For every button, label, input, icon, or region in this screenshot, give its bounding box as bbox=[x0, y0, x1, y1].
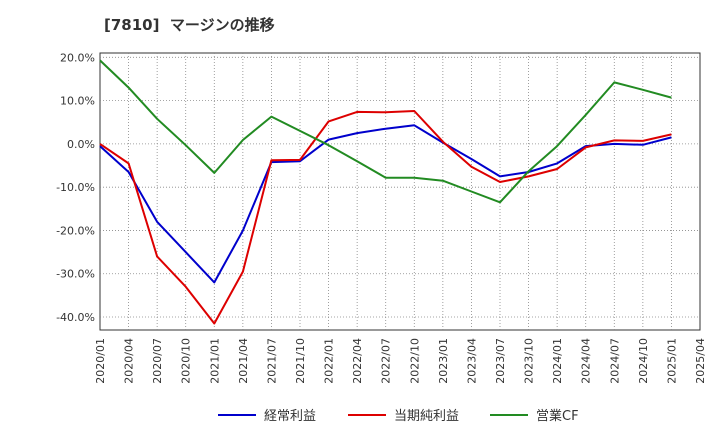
x-tick-label: 2024/01 bbox=[551, 338, 564, 384]
y-axis-tick-labels: 20.0% 10.0% 0.0% -10.0% -20.0% -30.0% -40.0% bbox=[56, 51, 95, 324]
legend-label: 営業CF bbox=[536, 408, 579, 424]
x-tick-label: 2021/01 bbox=[208, 338, 221, 384]
x-tick-label: 2022/01 bbox=[323, 338, 336, 384]
x-tick-label: 2021/07 bbox=[265, 338, 278, 384]
x-tick-label: 2023/04 bbox=[465, 338, 478, 384]
x-tick-label: 2023/07 bbox=[494, 338, 507, 384]
x-tick-label: 2025/04 bbox=[694, 338, 707, 384]
chart-title: [7810] マージンの推移 bbox=[104, 16, 275, 34]
x-tick-label: 2024/07 bbox=[608, 338, 621, 384]
series-line bbox=[99, 110, 672, 325]
x-tick-label: 2020/07 bbox=[151, 338, 164, 384]
x-tick-label: 2021/04 bbox=[237, 338, 250, 384]
x-axis-tick-labels: 2020/01 2020/04 2020/07 2020/10 2021/01 2021/… bbox=[94, 338, 707, 384]
y-tick-label: 0.0% bbox=[67, 138, 95, 151]
y-tick-label: -20.0% bbox=[56, 224, 95, 237]
x-tick-label: 2024/04 bbox=[580, 338, 593, 384]
legend-label: 経常利益 bbox=[264, 409, 316, 424]
x-tick-label: 2022/10 bbox=[408, 338, 421, 384]
series-lines bbox=[99, 59, 672, 325]
x-tick-label: 2022/04 bbox=[351, 338, 364, 384]
y-tick-label: 10.0% bbox=[60, 95, 95, 108]
legend: 経常利益 当期純利益 営業CF bbox=[218, 408, 579, 424]
x-tick-label: 2024/10 bbox=[637, 338, 650, 384]
grid bbox=[100, 53, 700, 330]
y-tick-label: 20.0% bbox=[60, 51, 95, 64]
series-line bbox=[99, 124, 672, 284]
x-tick-label: 2023/01 bbox=[437, 338, 450, 384]
x-tick-label: 2022/07 bbox=[380, 338, 393, 384]
legend-label: 当期純利益 bbox=[394, 409, 459, 424]
y-tick-label: -10.0% bbox=[56, 181, 95, 194]
y-tick-label: -40.0% bbox=[56, 311, 95, 324]
y-tick-label: -30.0% bbox=[56, 268, 95, 281]
series-line bbox=[99, 59, 672, 204]
x-tick-label: 2021/10 bbox=[294, 338, 307, 384]
x-tick-label: 2020/01 bbox=[94, 338, 107, 384]
plot-area bbox=[99, 52, 701, 331]
x-tick-label: 2023/10 bbox=[523, 338, 536, 384]
x-tick-label: 2020/04 bbox=[123, 338, 136, 384]
x-tick-label: 2020/10 bbox=[180, 338, 193, 384]
x-tick-label: 2025/01 bbox=[665, 338, 678, 384]
